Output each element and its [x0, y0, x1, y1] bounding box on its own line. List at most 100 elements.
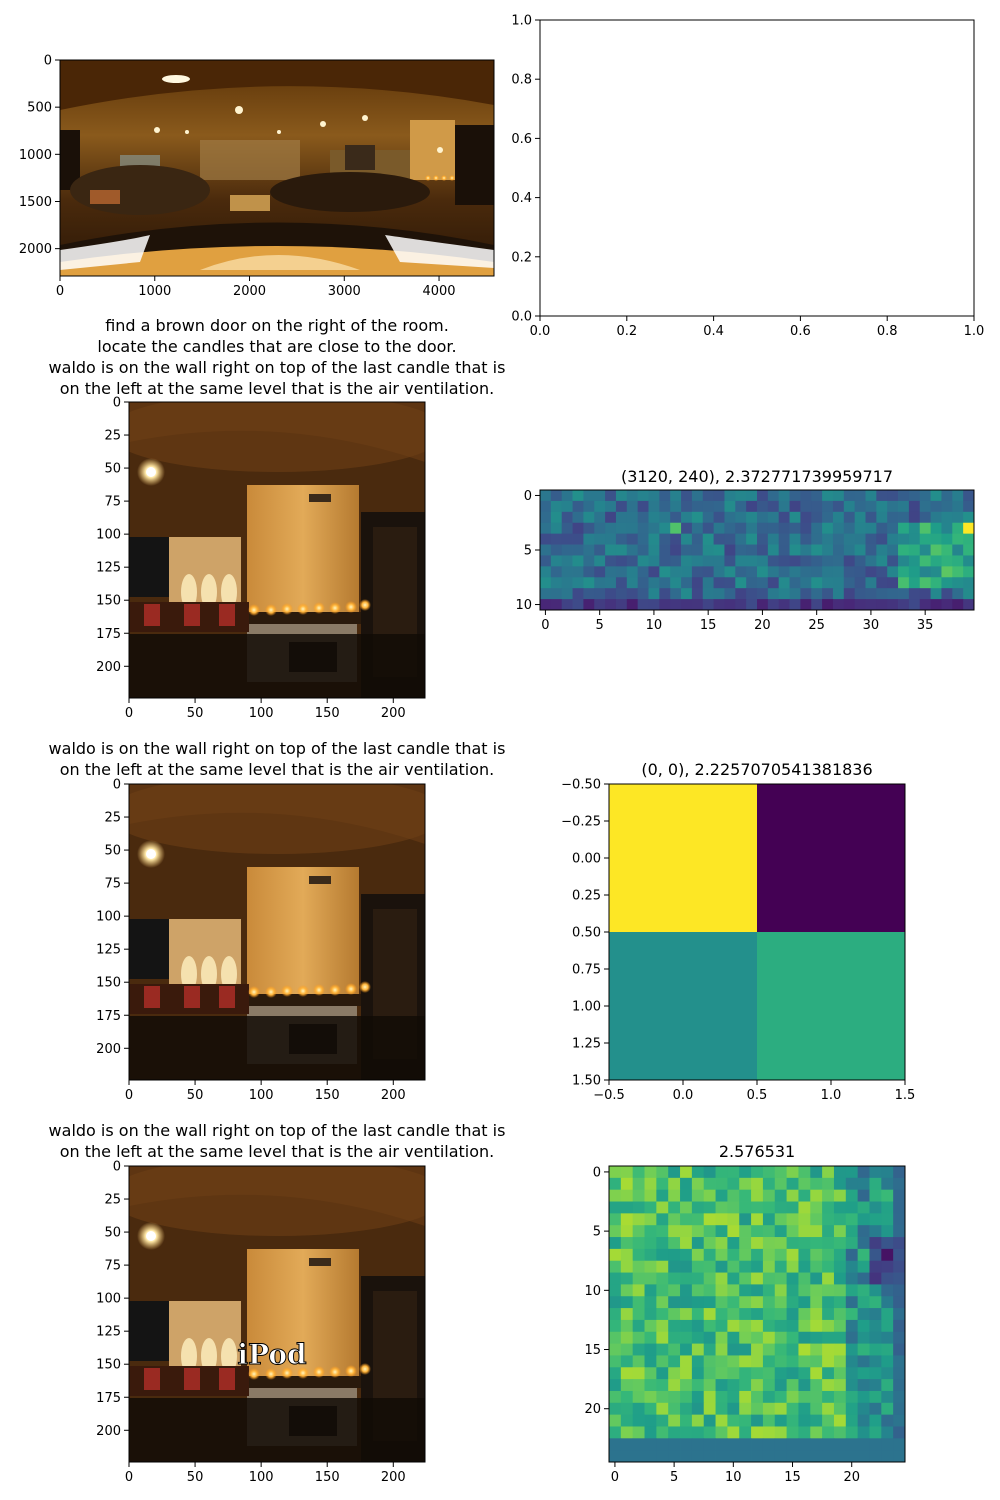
heatmap-cell: [670, 511, 682, 524]
heatmap-cell: [670, 490, 682, 502]
heatmap-cell: [540, 555, 552, 567]
heatmap-cell: [798, 1343, 811, 1356]
heatmap-cell: [751, 1450, 764, 1463]
heatmap-cell: [703, 1225, 716, 1238]
heatmap-cell: [786, 1426, 799, 1439]
heatmap-cell: [810, 1402, 823, 1416]
heatmap-cell: [715, 1237, 728, 1250]
heatmap-cell: [680, 1319, 693, 1333]
heatmap-cell: [715, 1177, 728, 1191]
x-tick-label: 150: [315, 1088, 340, 1103]
heatmap-cell: [757, 490, 769, 502]
heatmap-cell: [845, 1272, 859, 1285]
heatmap-cell: [644, 1177, 657, 1191]
heatmap-cell: [715, 1450, 728, 1463]
heatmap-cell: [739, 1308, 752, 1321]
heatmap-cell: [615, 533, 628, 545]
heatmap-cell: [941, 533, 953, 545]
heatmap-cell: [762, 1402, 776, 1416]
heatmap-cell: [810, 1237, 823, 1250]
x-tick-label: 0.2: [616, 324, 637, 339]
heatmap-cell: [727, 1331, 740, 1344]
heatmap-cell: [644, 1379, 657, 1392]
heatmap-cell: [833, 1225, 847, 1238]
heatmap-cell: [739, 1237, 752, 1250]
heatmap-cell: [691, 1308, 705, 1321]
heatmap-cell: [845, 1331, 859, 1344]
heatmap-cell: [786, 1414, 799, 1427]
heatmap-cell: [751, 1225, 764, 1238]
heatmap-cell: [550, 500, 563, 513]
heatmap-cell: [540, 588, 552, 600]
y-tick-label: 15: [584, 1343, 601, 1358]
heatmap-cell: [857, 1272, 870, 1285]
heatmap-cell: [762, 1450, 776, 1463]
heatmap-cell: [919, 555, 931, 567]
heatmap-cell: [845, 1225, 859, 1238]
heatmap-cell: [727, 1260, 740, 1273]
y-tick-label: 0.6: [511, 132, 532, 147]
heatmap-cell: [644, 1201, 657, 1214]
heatmap-cell: [703, 1438, 716, 1451]
heatmap-cell: [919, 511, 931, 524]
heatmap-cell: [798, 1248, 811, 1262]
heatmap-cell: [762, 1438, 776, 1451]
heatmap-cell: [774, 1331, 787, 1344]
heatmap-cell: [810, 1213, 823, 1226]
heatmap-cell: [930, 522, 942, 535]
heatmap-cell: [854, 522, 866, 535]
heatmap-cell: [626, 490, 639, 502]
heatmap-cell: [893, 1450, 906, 1463]
heatmap-cell: [854, 533, 866, 545]
heatmap-cell: [845, 1296, 859, 1309]
heatmap-cell: [715, 1189, 728, 1202]
heatmap-cell: [681, 544, 693, 556]
heatmap-cell: [540, 577, 552, 589]
heatmap-cell: [833, 1390, 847, 1404]
heatmap-cell: [746, 599, 758, 611]
heatmap-cell: [680, 1272, 693, 1285]
heatmap-cell: [832, 577, 845, 589]
heatmap-cell: [656, 1189, 669, 1202]
heatmap-cell: [857, 1367, 870, 1380]
heatmap-cell: [963, 544, 975, 556]
heatmap-cell: [786, 1402, 799, 1416]
heatmap-cell: [832, 500, 845, 513]
heatmap-cell: [691, 1379, 705, 1392]
heatmap-cell: [632, 1260, 645, 1273]
crop-1-title-line-2: locate the candles that are close to the…: [97, 337, 456, 356]
heatmap-cell: [659, 566, 671, 578]
heatmap-cell: [727, 1166, 740, 1179]
heatmap-cell: [832, 490, 845, 502]
heatmap-cell: [767, 511, 780, 524]
heatmap-cell: [644, 1426, 657, 1439]
heatmap-cell: [637, 533, 649, 545]
heatmap-cell: [648, 555, 660, 567]
heatmap-cell: [774, 1284, 787, 1297]
heatmap-cell: [620, 1177, 634, 1191]
heatmap-cell: [644, 1414, 657, 1427]
x-tick-label: 4000: [422, 284, 455, 299]
heatmap-cell: [876, 566, 888, 578]
heatmap-cell: [963, 511, 975, 524]
heatmap-cell: [680, 1248, 693, 1262]
heatmap-cell: [680, 1414, 693, 1427]
heatmap-cell: [659, 511, 671, 524]
heatmap-cell: [881, 1319, 894, 1333]
heatmap-cell: [857, 1248, 870, 1262]
heatmap-cell: [561, 500, 573, 513]
heatmap-cell: [751, 1343, 764, 1356]
heatmap-cell: [550, 533, 563, 545]
heatmap-cell: [854, 500, 866, 513]
heatmap-cell: [832, 566, 845, 578]
heatmap-cell: [561, 599, 573, 611]
heatmap-cell: [876, 544, 888, 556]
heatmap-cell: [609, 1414, 622, 1427]
heatmap-cell: [648, 566, 660, 578]
heatmap-cell: [898, 566, 910, 578]
heatmap-cell: [919, 500, 931, 513]
heatmap-cell: [751, 1260, 764, 1273]
heatmap-cell: [656, 1213, 669, 1226]
heatmap-cell: [668, 1331, 681, 1344]
heatmap-cell: [822, 1343, 835, 1356]
